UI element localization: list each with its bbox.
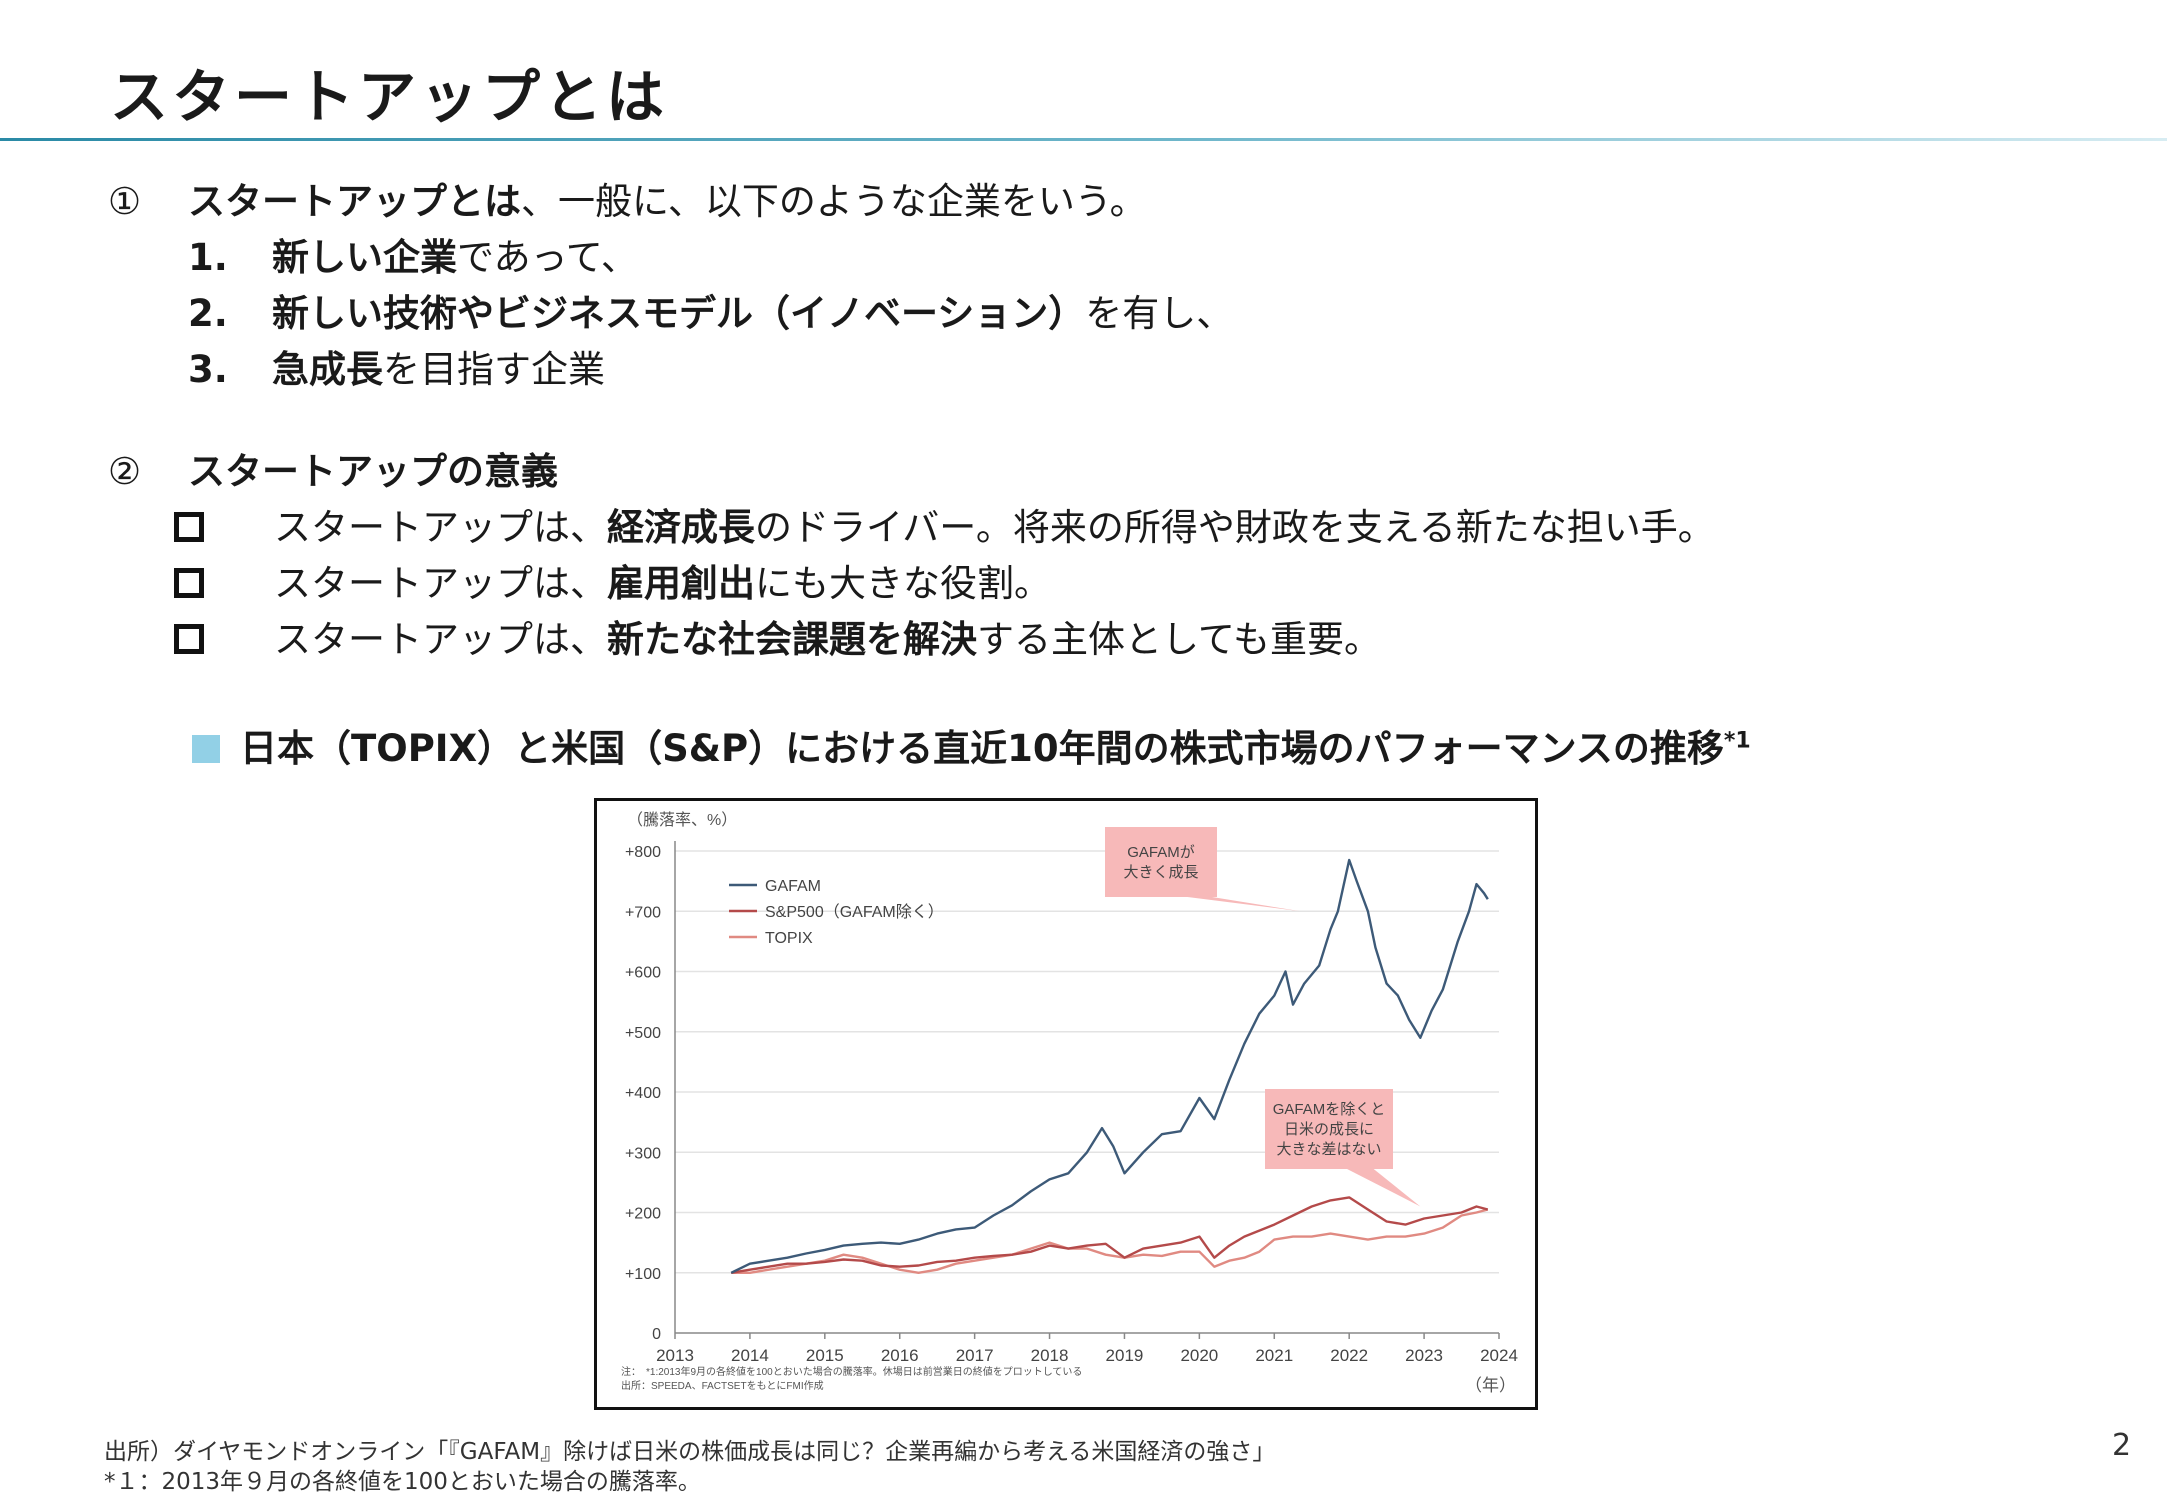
page-number: 2: [2112, 1428, 2132, 1463]
bullet-post: にも大きな役割。: [755, 562, 1051, 605]
section-2-number: ②: [108, 450, 142, 493]
stock-performance-chart: 0 +100 +200 +300 +400 +500 +600 +700 +800 2013 201…: [594, 798, 1538, 1410]
series-line: [731, 1196, 1489, 1274]
legend-label: TOPIX: [765, 930, 813, 947]
definition-item-text: を有し、: [1085, 292, 1234, 335]
bullet-bold: 経済成長: [607, 506, 755, 549]
annotation-box: [1265, 1089, 1393, 1169]
x-tick-label: 2024: [1480, 1346, 1518, 1365]
definition-item-2: 2. 新しい技術やビジネスモデル（イノベーション）を有し、: [188, 289, 1233, 339]
series-line: [730, 858, 1489, 1274]
chart-heading-text: 日本（TOPIX）と米国（S&P）における直近10年間の株式市場のパフォーマンス…: [240, 727, 1724, 770]
square-bullet-icon: [174, 624, 204, 654]
significance-bullet-2: スタートアップは、雇用創出にも大きな役割。: [172, 559, 1051, 609]
chart-svg: 0 +100 +200 +300 +400 +500 +600 +700 +800 2013 201…: [621, 811, 1518, 1395]
definition-item-number: 2.: [188, 292, 228, 335]
chart-heading-footnote-mark: *1: [1723, 728, 1751, 754]
x-tick-label: 2021: [1255, 1346, 1293, 1365]
significance-bullet-1: スタートアップは、経済成長のドライバー。将来の所得や財政を支える新たな担い手。: [172, 503, 1715, 553]
significance-bullet-3: スタートアップは、新たな社会課題を解決する主体としても重要。: [172, 615, 1381, 665]
x-tick-label: 2019: [1106, 1346, 1144, 1365]
y-tick-label: +700: [625, 904, 661, 921]
bullet-bold: 雇用創出: [607, 562, 755, 605]
bullet-bold: 新たな社会課題を解決: [607, 618, 977, 661]
chart-section-heading: 日本（TOPIX）と米国（S&P）における直近10年間の株式市場のパフォーマンス…: [192, 718, 1751, 772]
bullet-pre: スタートアップは、: [274, 618, 607, 661]
definition-item-bold: 新しい企業: [272, 236, 457, 279]
legend-label: S&P500（GAFAM除く）: [765, 903, 944, 921]
x-tick-label: 2018: [1031, 1346, 1069, 1365]
definition-item-text: であって、: [457, 236, 638, 279]
bullet-post: のドライバー。将来の所得や財政を支える新たな担い手。: [755, 506, 1715, 549]
annotation-text: 大きく成長: [1123, 864, 1198, 881]
annotation-text: 大きな差はない: [1276, 1141, 1381, 1158]
y-tick-label: +800: [625, 844, 661, 861]
page-title: スタートアップとは: [110, 63, 669, 131]
y-tick-label: +400: [625, 1085, 661, 1102]
x-tick-label: 2020: [1180, 1346, 1218, 1365]
x-tick-label: 2022: [1330, 1346, 1368, 1365]
x-tick-label: 2017: [956, 1346, 994, 1365]
definition-item-number: 3.: [188, 348, 228, 391]
bullet-post: する主体としても重要。: [977, 618, 1382, 661]
y-tick-label: +100: [625, 1266, 661, 1283]
chart-note: 注： *1:2013年9月の各終値を100とおいた場合の騰落率。休場日は前営業日…: [621, 1365, 1082, 1378]
legend-label: GAFAM: [765, 878, 821, 895]
x-tick-label: 2023: [1405, 1346, 1443, 1365]
definition-item-3: 3. 急成長を目指す企業: [188, 345, 605, 395]
section-2-heading-text: スタートアップの意義: [188, 450, 558, 493]
y-tick-label: +200: [625, 1206, 661, 1223]
y-tick-label: +300: [625, 1145, 661, 1162]
source-citation: 出所）ダイヤモンドオンライン「『GAFAM』除けば日米の株価成長は同じ？企業再編…: [104, 1439, 1276, 1465]
section-2-heading: ② スタートアップの意義: [108, 447, 558, 497]
chart-note: 出所：SPEEDA、FACTSETをもとにFMI作成: [621, 1379, 824, 1392]
annotation-text: GAFAMを除くと: [1273, 1101, 1386, 1118]
section-1-heading-bold: スタートアップとは: [188, 180, 521, 223]
x-tick-label: 2014: [731, 1346, 769, 1365]
heading-square-icon: [192, 735, 220, 763]
annotation-pointer: [1171, 895, 1301, 912]
annotation-text: 日米の成長に: [1284, 1121, 1374, 1138]
section-1-heading-rest: 、一般に、以下のような企業をいう。: [521, 180, 1147, 223]
definition-item-1: 1. 新しい企業であって、: [188, 233, 638, 283]
annotation-text: GAFAMが: [1127, 844, 1195, 861]
y-axis-label: （騰落率、%）: [627, 811, 737, 829]
bullet-pre: スタートアップは、: [274, 506, 607, 549]
footnote: *１：2013年９月の各終値を100とおいた場合の騰落率。: [104, 1469, 701, 1495]
square-bullet-icon: [174, 512, 204, 542]
bullet-pre: スタートアップは、: [274, 562, 607, 605]
x-axis-label: （年）: [1465, 1376, 1516, 1395]
definition-item-bold: 急成長: [272, 348, 383, 391]
definition-item-text: を目指す企業: [383, 348, 605, 391]
definition-item-number: 1.: [188, 236, 228, 279]
definition-item-bold: 新しい技術やビジネスモデル（イノベーション）: [272, 292, 1086, 335]
y-tick-label: 0: [652, 1326, 661, 1343]
y-tick-label: +600: [625, 965, 661, 982]
x-tick-label: 2016: [881, 1346, 919, 1365]
square-bullet-icon: [174, 568, 204, 598]
title-divider: [0, 138, 2167, 141]
section-1-number: ①: [108, 180, 142, 223]
y-tick-label: +500: [625, 1025, 661, 1042]
section-1-heading: ① スタートアップとは、一般に、以下のような企業をいう。: [108, 177, 1147, 227]
x-tick-label: 2015: [806, 1346, 844, 1365]
annotation-box: [1105, 827, 1217, 897]
series-line: [731, 1208, 1489, 1274]
x-tick-label: 2013: [656, 1346, 694, 1365]
